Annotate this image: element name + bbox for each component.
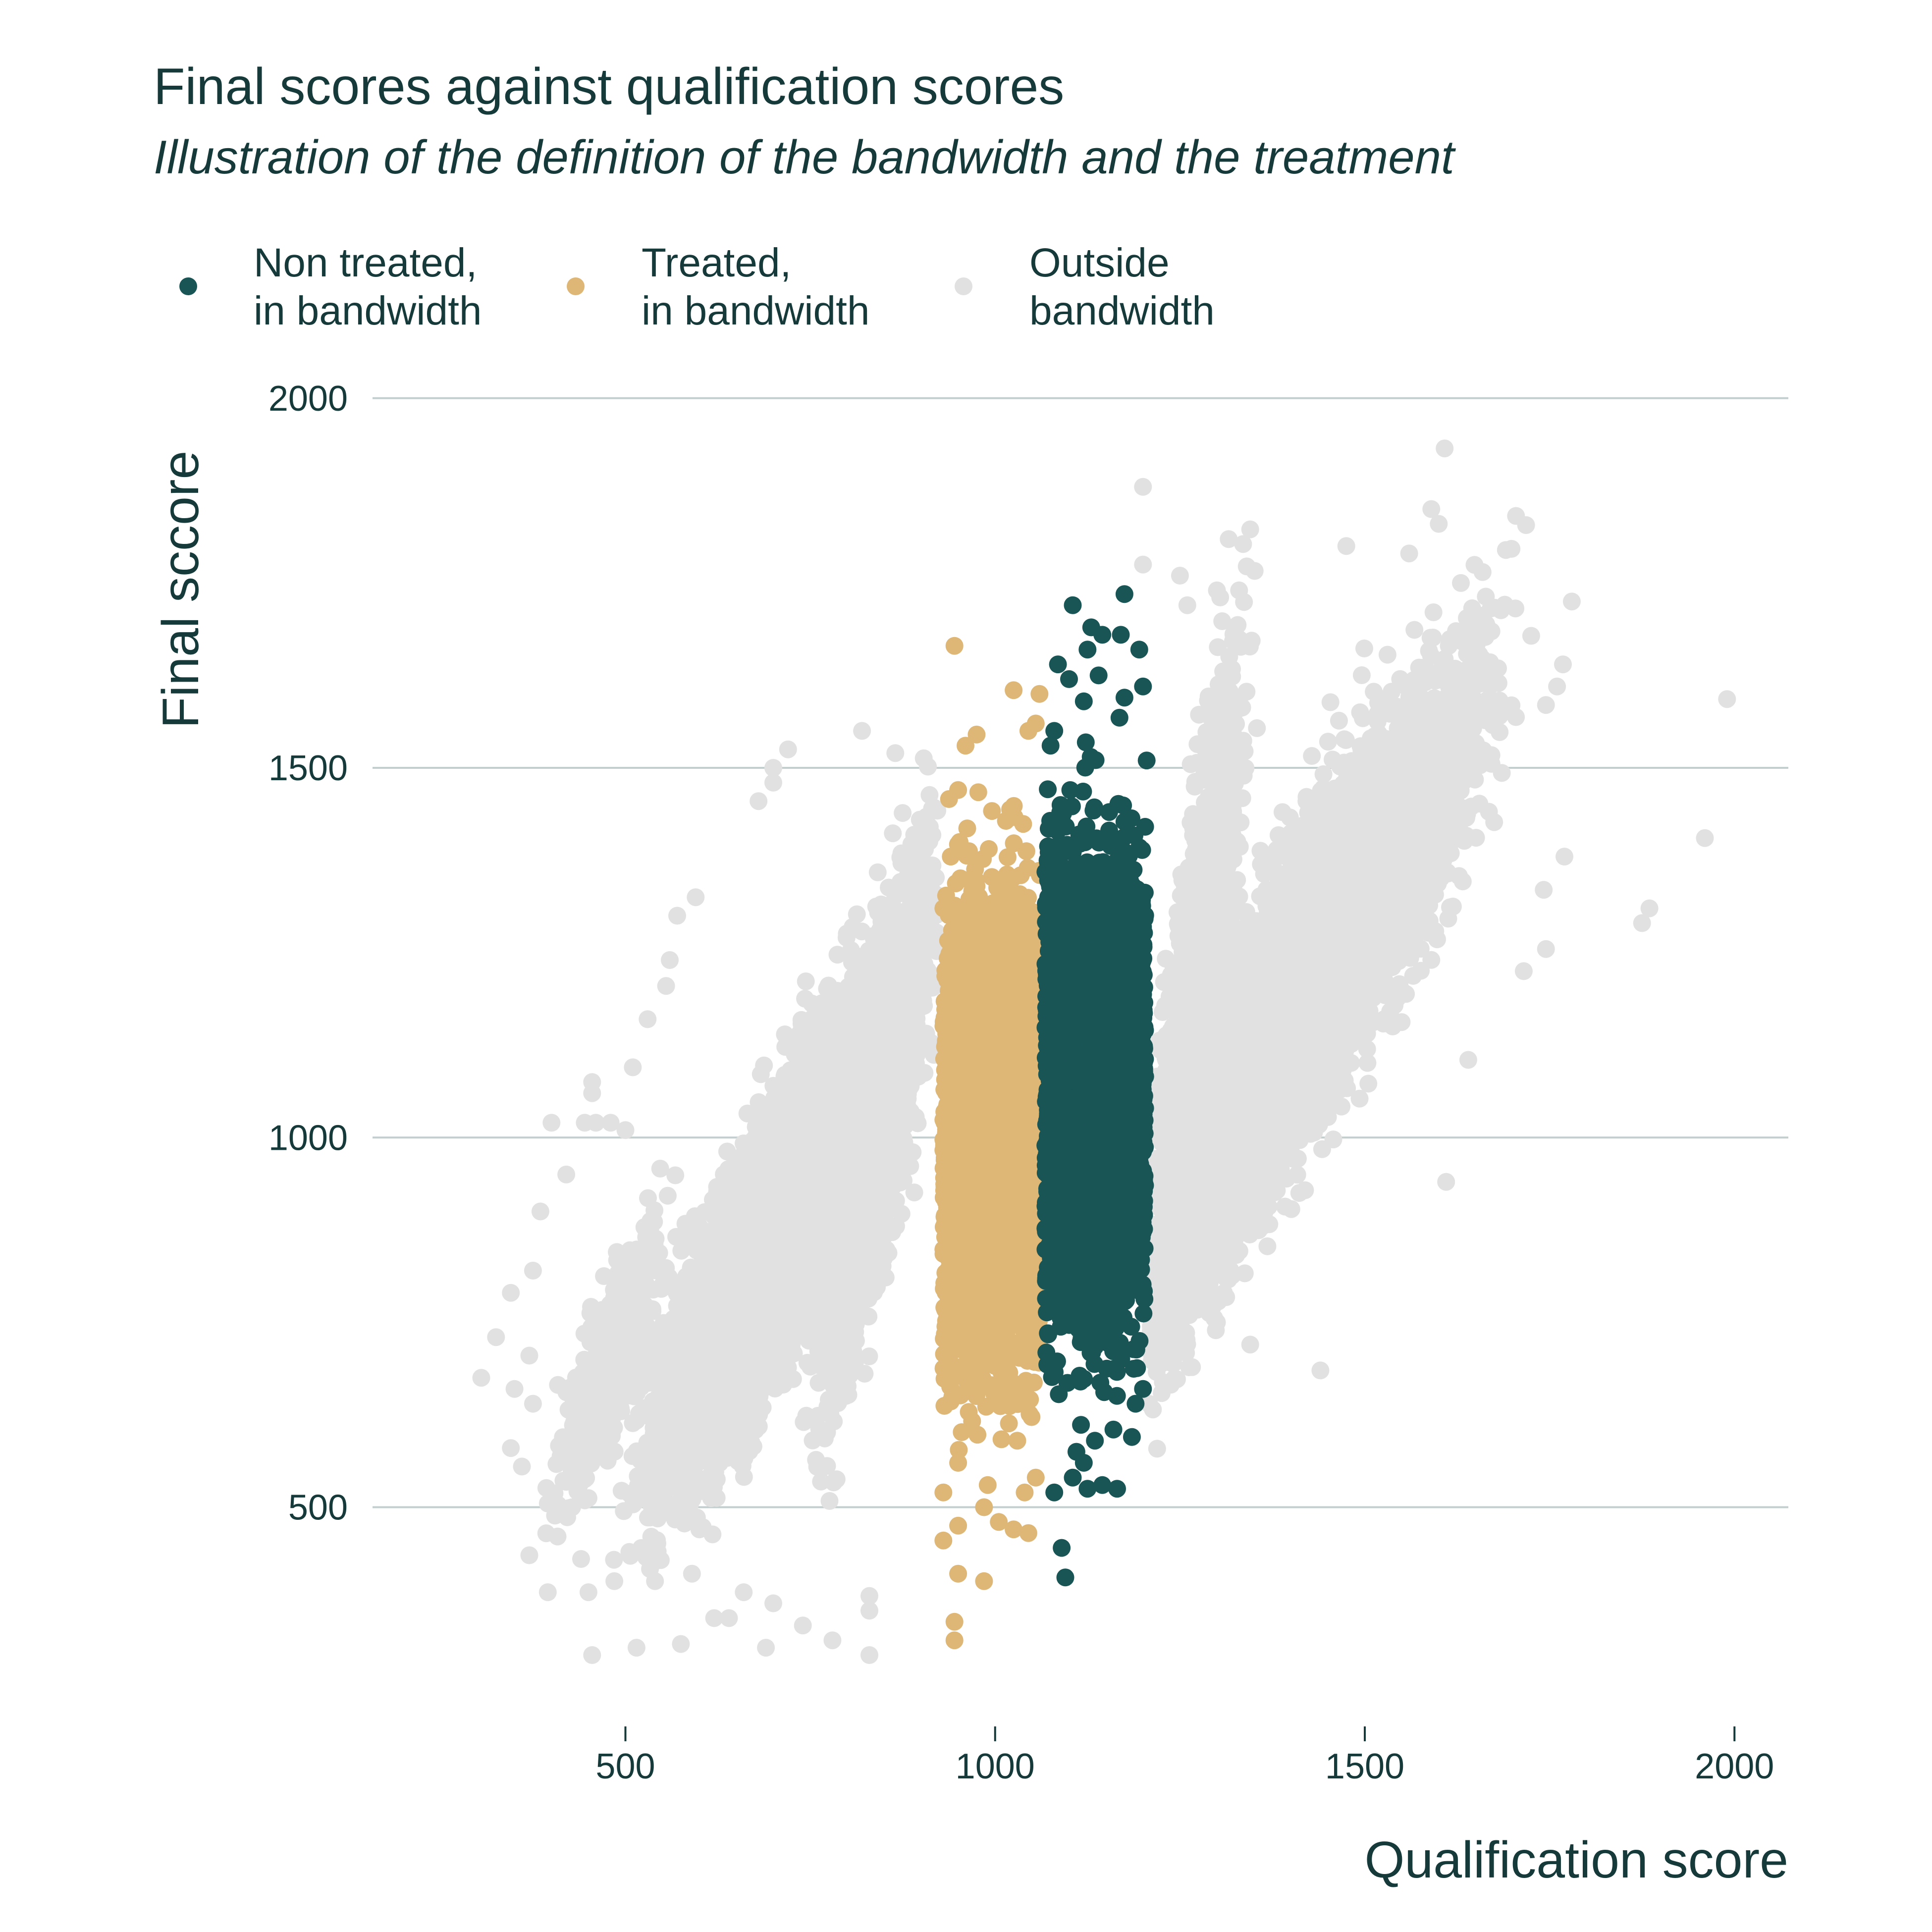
point-outside-2292	[848, 905, 866, 923]
legend-label-treated-line1: Treated,	[642, 240, 791, 285]
point-outside-4919	[710, 1343, 728, 1362]
legend-label-non-treated-line2: in bandwidth	[254, 288, 482, 333]
point-outside-4858	[645, 1434, 663, 1452]
point-outside-4952	[668, 1285, 686, 1303]
point-outside-4936	[688, 1418, 706, 1437]
point-outside-4747	[708, 1178, 726, 1196]
point-outside-112	[828, 946, 847, 964]
point-outside-4565	[735, 1134, 752, 1153]
point-outside-3263	[707, 1489, 726, 1507]
point-outside-4668	[605, 1551, 623, 1569]
x-tick-label-1000: 1000	[956, 1747, 1035, 1786]
point-outside-4949	[738, 1251, 756, 1270]
point-outside-4806	[696, 1203, 714, 1221]
x-axis-ticks: 500 1000 1500 2000	[595, 1726, 1774, 1786]
legend-label-treated-line2: in bandwidth	[642, 288, 869, 333]
point-outside-4930	[736, 1161, 754, 1180]
legend-item-treated: Treated, in bandwidth	[567, 240, 869, 333]
point-outside-4742	[648, 1542, 667, 1560]
point-outside-4942	[778, 1094, 797, 1112]
point-outside-4646	[627, 1411, 645, 1430]
point-outside-4960	[645, 1398, 663, 1416]
point-outside-4914	[751, 1311, 770, 1329]
point-outside-3543	[808, 1061, 827, 1079]
legend-marker-outside	[955, 277, 972, 295]
y-tick-label-1000: 1000	[268, 1118, 348, 1158]
point-outside-2358	[750, 1417, 768, 1436]
data-points	[472, 439, 1736, 1664]
point-outside-4917	[705, 1422, 723, 1440]
legend-marker-treated	[567, 277, 585, 295]
point-outside-4250	[751, 1065, 770, 1083]
point-outside-4839	[774, 1274, 793, 1292]
legend-label-outside-line2: bandwidth	[1029, 288, 1215, 333]
point-outside-4578	[790, 1258, 808, 1276]
point-outside-729	[797, 972, 815, 990]
point-outside-3200	[742, 1396, 760, 1415]
point-outside-4951	[748, 1117, 766, 1135]
point-outside-4902	[629, 1476, 647, 1495]
legend: Non treated, in bandwidth Treated, in ba…	[179, 240, 1215, 333]
y-tick-label-500: 500	[288, 1488, 348, 1528]
point-outside-3102	[838, 924, 856, 943]
point-outside-4957	[719, 1425, 738, 1443]
y-tick-label-1500: 1500	[268, 749, 348, 788]
y-axis-tick-labels: 500 1000 1500 2000	[268, 379, 348, 1528]
point-outside-4925	[692, 1321, 710, 1339]
point-outside-4821	[700, 1454, 719, 1472]
point-outside-4823	[793, 1210, 811, 1229]
point-outside-4926	[765, 1208, 784, 1227]
point-outside-3088	[732, 1447, 750, 1465]
point-outside-4955	[718, 1262, 737, 1281]
legend-label-non-treated-line1: Non treated,	[254, 240, 477, 285]
legend-item-non-treated: Non treated, in bandwidth	[179, 240, 482, 333]
legend-marker-non-treated	[179, 277, 197, 295]
point-outside-4851	[818, 1028, 837, 1046]
point-outside-4814	[685, 1473, 703, 1492]
point-outside-4940	[751, 1186, 769, 1204]
point-outside-3255	[790, 1045, 808, 1063]
x-tick-label-500: 500	[595, 1747, 655, 1786]
point-outside-1740	[868, 863, 887, 881]
point-outside-4954	[781, 1149, 800, 1167]
chart-title: Final scores against qualification score…	[154, 58, 1064, 115]
point-outside-4524	[800, 1084, 818, 1102]
point-outside-4876	[657, 1314, 676, 1332]
chart-subtitle: Illustration of the definition of the ba…	[154, 131, 1456, 184]
legend-label-outside-line1: Outside	[1029, 240, 1170, 285]
point-outside-4237	[776, 1026, 795, 1044]
legend-item-outside: Outside bandwidth	[955, 240, 1215, 333]
point-outside-4342	[786, 1066, 805, 1084]
x-tick-label-2000: 2000	[1695, 1747, 1774, 1786]
y-tick-label-2000: 2000	[268, 379, 348, 419]
x-tick-label-1500: 1500	[1325, 1747, 1404, 1786]
point-outside-4956	[722, 1291, 740, 1310]
